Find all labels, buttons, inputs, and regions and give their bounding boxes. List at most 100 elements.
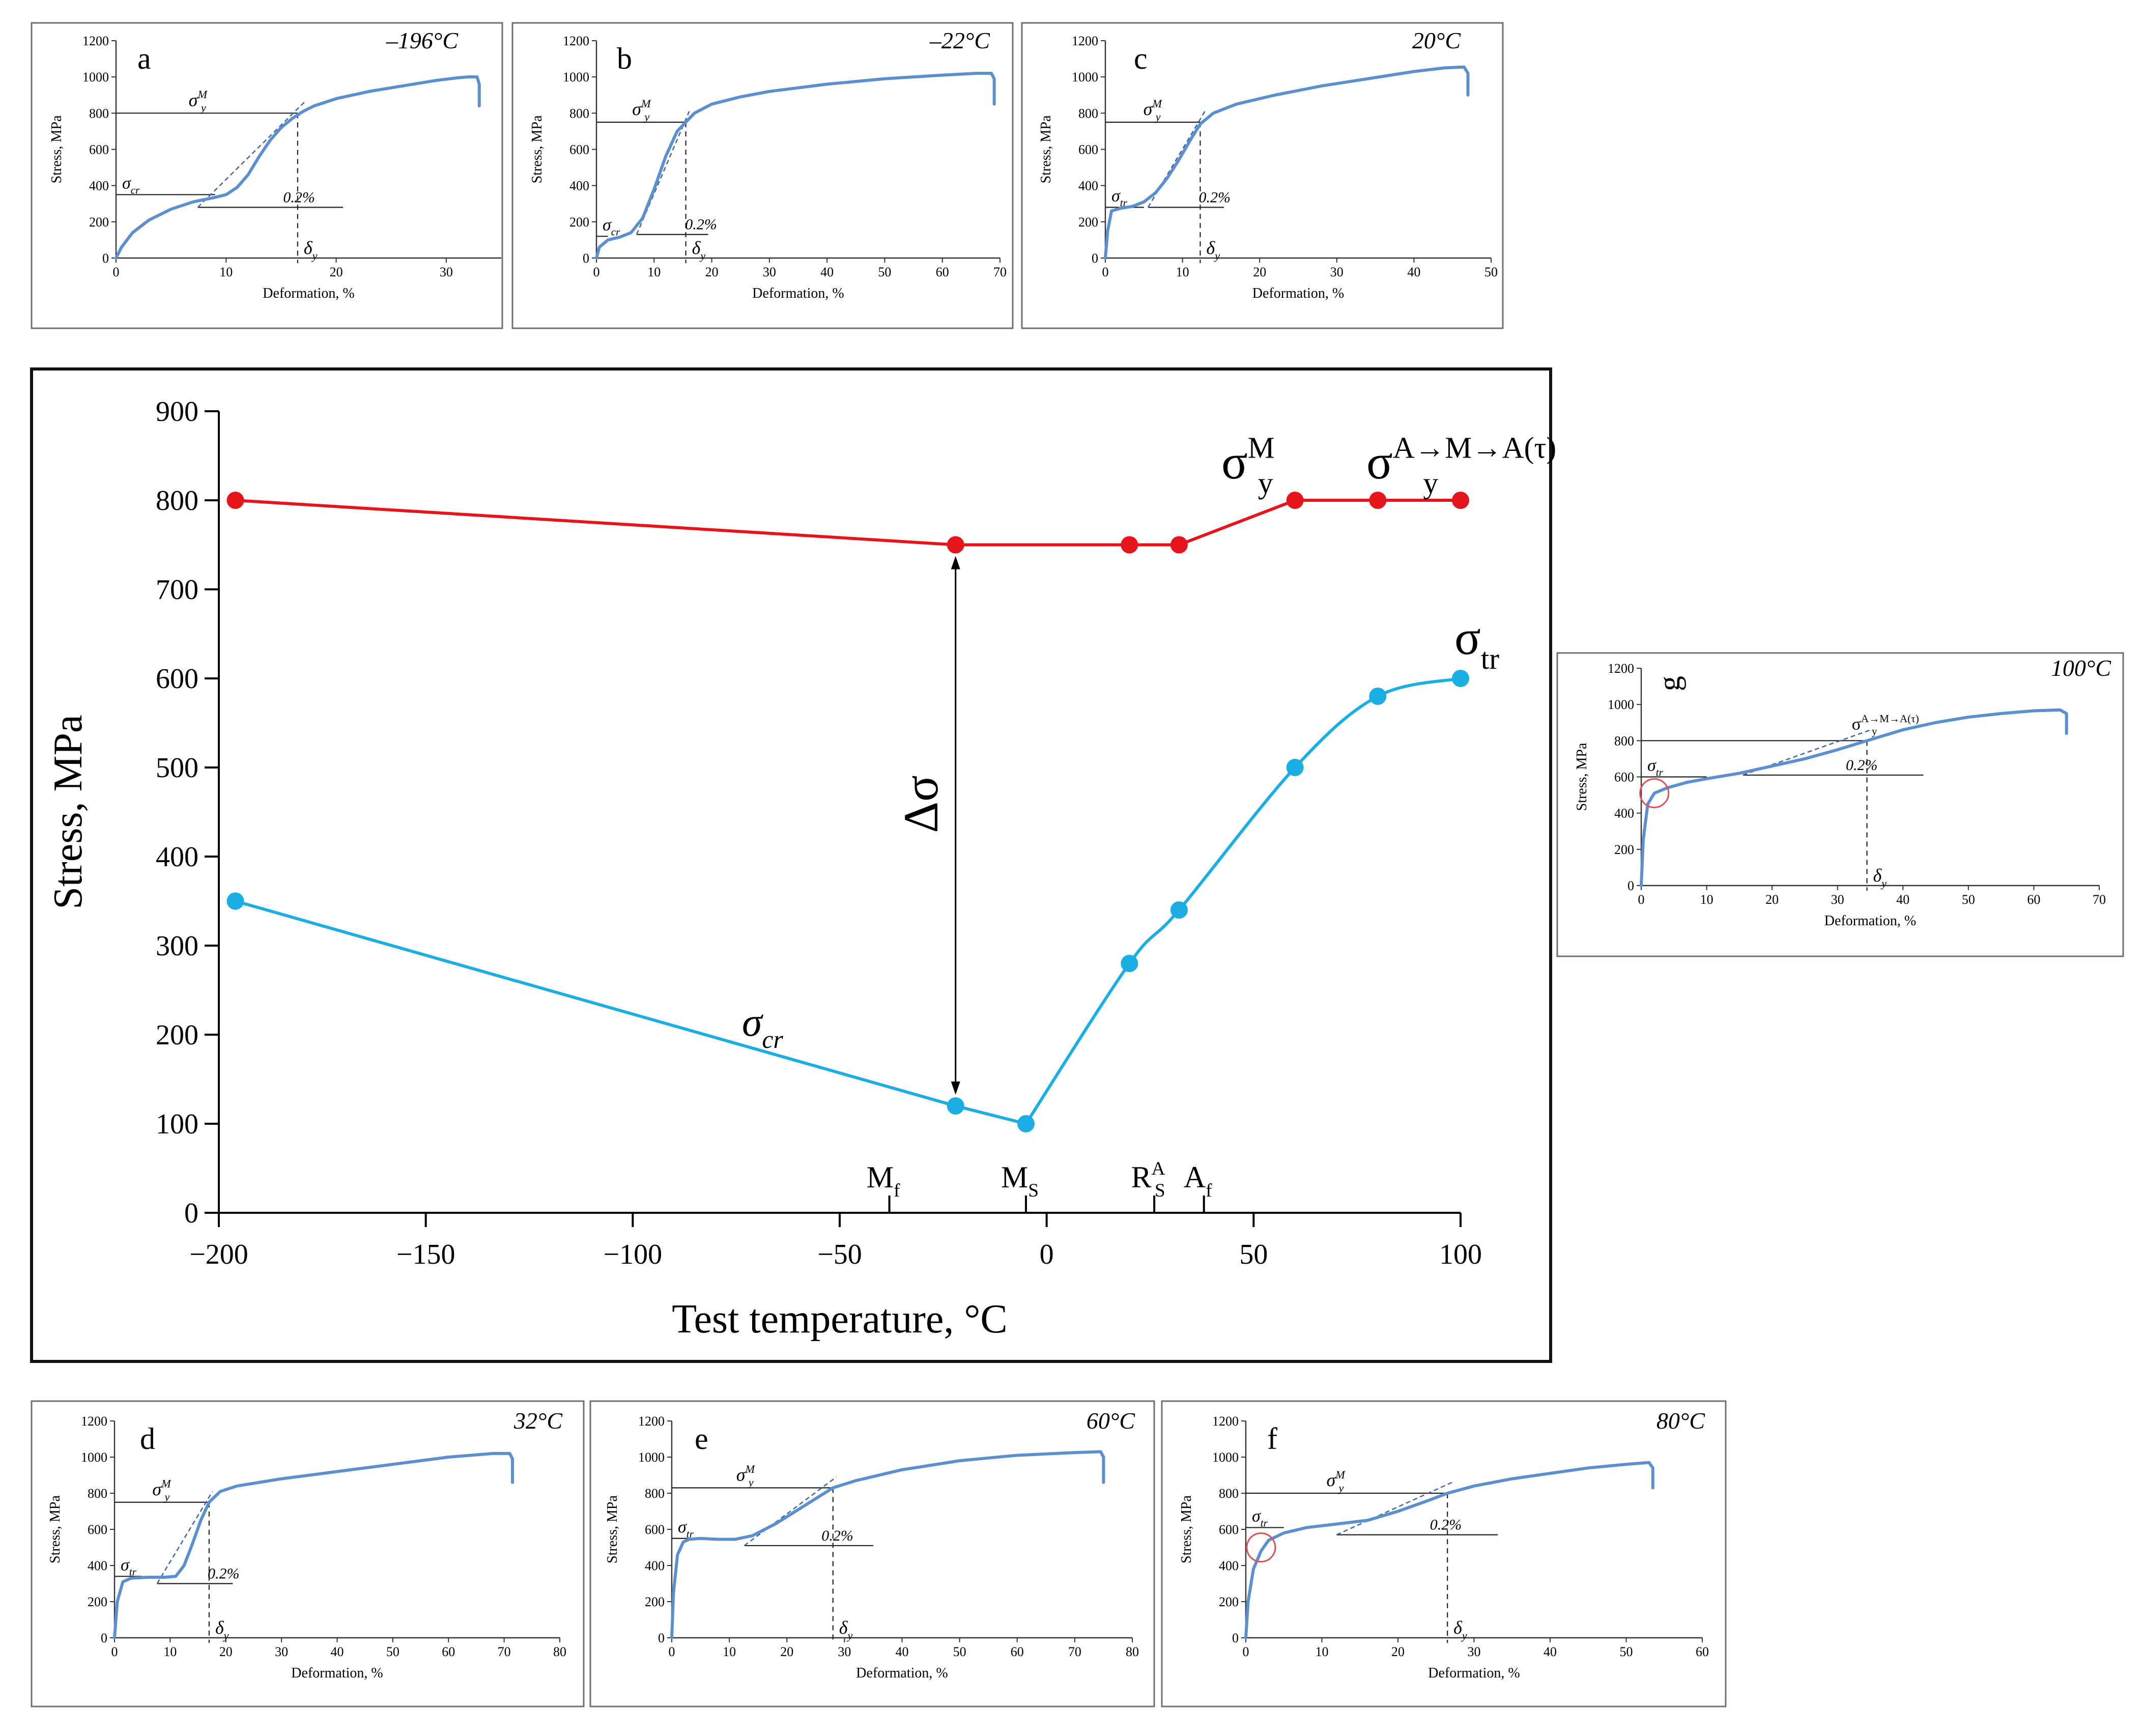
panel-x-axis-title: Deformation, % [291, 1665, 383, 1681]
main-y-axis-title: Stress, MPa [46, 715, 91, 909]
panel-y-tick-label: 600 [89, 143, 109, 157]
panel-y-tick-label: 200 [1614, 842, 1634, 857]
transformation-marker-label: Mf [867, 1160, 900, 1201]
data-point-sigma-y [1121, 536, 1138, 554]
panel-x-tick-label: 50 [878, 265, 891, 279]
main-x-axis-title: Test temperature, °C [672, 1297, 1008, 1342]
delta-sigma-arrowhead-bottom [951, 1082, 960, 1095]
panel-x-axis-title: Deformation, % [752, 286, 844, 301]
panel-y-tick-label: 1200 [82, 34, 109, 48]
panel-x-tick-label: 0 [1638, 892, 1645, 907]
panel-x-tick-label: 0 [593, 265, 600, 279]
panel-x-tick-label: 60 [2027, 892, 2040, 907]
panel-y-tick-label: 400 [1078, 179, 1098, 193]
panel-temperature: 20°C [1412, 27, 1461, 53]
panel-x-tick-label: 70 [2093, 892, 2106, 907]
panel-y-tick-label: 1200 [81, 1414, 107, 1429]
panel-y-tick-label: 800 [88, 1486, 107, 1501]
panel-y-axis-title: Stress, MPa [1574, 743, 1590, 811]
panel-x-tick-label: 10 [723, 1644, 736, 1659]
main-y-tick-label: 100 [156, 1108, 198, 1140]
panel-x-axis-title: Deformation, % [1824, 913, 1916, 929]
main-y-tick-label: 600 [156, 663, 198, 695]
main-y-tick-label: 900 [156, 396, 198, 428]
sigma-cr-label: σcr [742, 1000, 783, 1054]
panel-y-tick-label: 200 [569, 215, 589, 230]
delta-y-label: δy [1873, 865, 1887, 890]
panel-d: 0 200 400 600 800 1000 1200 0 10 20 30 40 50 60 70 80 De… [47, 1408, 566, 1681]
panel-y-tick-label: 200 [88, 1595, 107, 1609]
delta-y-label: δy [692, 238, 706, 262]
panel-f: 0 200 400 600 800 1000 1200 0 10 20 30 40 50 60 Deform… [1179, 1408, 1709, 1681]
panel-x-tick-label: 50 [1484, 265, 1498, 279]
panel-y-tick-label: 600 [1219, 1522, 1239, 1537]
panel-x-tick-label: 40 [1544, 1644, 1557, 1659]
panel-label: f [1267, 1422, 1277, 1456]
panel-x-tick-label: 10 [1316, 1644, 1329, 1659]
offset-label: 0.2% [685, 216, 717, 233]
panel-y-tick-label: 1000 [1608, 697, 1634, 712]
panel-y-axis-title: Stress, MPa [605, 1495, 620, 1563]
sigma-low-label: σtr [678, 1518, 694, 1540]
delta-sigma-arrowhead-top [951, 556, 960, 570]
panel-y-tick-label: 1000 [638, 1450, 665, 1465]
panel-x-tick-label: 30 [1831, 892, 1844, 907]
panel-y-tick-label: 400 [645, 1558, 665, 1573]
panel-x-tick-label: 0 [1102, 265, 1109, 279]
panel-x-tick-label: 20 [330, 265, 343, 279]
panel-x-tick-label: 20 [780, 1644, 793, 1659]
panel-label: c [1134, 42, 1148, 75]
sigma-y-AMA-label: σA→M→A(τ) y [1366, 431, 1556, 500]
data-point-sigma-cr-tr [1452, 670, 1469, 687]
offset-label: 0.2% [1198, 189, 1231, 206]
transformation-marker-label: RA S [1131, 1158, 1165, 1201]
sigma-low-label: σcr [122, 174, 140, 196]
sigma-y-label: σA→M→A(τ) y [1852, 713, 1919, 737]
panel-x-tick-label: 70 [498, 1644, 511, 1659]
panel-x-tick-label: 60 [936, 265, 949, 279]
offset-label: 0.2% [1430, 1517, 1462, 1533]
panel-x-tick-label: 0 [669, 1644, 675, 1659]
offset-label: 0.2% [283, 189, 315, 206]
panel-y-tick-label: 1200 [563, 34, 589, 48]
panel-y-tick-label: 200 [1078, 215, 1098, 230]
sigma-tr-label: σtr [1454, 610, 1499, 675]
panel-x-tick-label: 70 [993, 265, 1007, 279]
panel-x-tick-label: 0 [1243, 1644, 1249, 1659]
panel-y-tick-label: 600 [645, 1522, 665, 1537]
panel-y-tick-label: 400 [1219, 1558, 1239, 1573]
panel-label: g [1652, 676, 1686, 691]
panel-y-tick-label: 800 [1614, 733, 1634, 748]
sigma-low-label: σtr [121, 1555, 137, 1578]
panel-y-tick-label: 1000 [1072, 70, 1098, 84]
panel-y-tick-label: 0 [583, 251, 589, 266]
panel-x-tick-label: 80 [1126, 1644, 1139, 1659]
panel-y-tick-label: 800 [89, 106, 109, 121]
main-y-tick-label: 0 [184, 1198, 198, 1229]
delta-y-label: δy [304, 238, 318, 262]
panel-label: b [617, 42, 632, 75]
delta-y-label: δy [839, 1617, 853, 1642]
panel-y-tick-label: 400 [1614, 806, 1634, 821]
main-x-tick-label: −150 [396, 1239, 455, 1270]
panel-y-tick-label: 1000 [1212, 1450, 1239, 1465]
panel-temperature: –196°C [386, 27, 459, 53]
panel-e: 0 200 400 600 800 1000 1200 0 10 20 30 40 50 60 70 80 De… [605, 1408, 1139, 1681]
panel-x-tick-label: 60 [442, 1644, 455, 1659]
panel-a-frame [31, 22, 503, 329]
panel-c: 0 200 400 600 800 1000 1200 0 10 20 30 40 50 Deformat… [1038, 27, 1498, 301]
panel-x-tick-label: 80 [553, 1644, 566, 1659]
sigma-y-M-label: σM y [1221, 431, 1275, 500]
stress-strain-curve [1244, 1461, 1654, 1639]
panel-y-tick-label: 0 [102, 251, 109, 266]
panel-x-tick-label: 30 [1468, 1644, 1481, 1659]
panel-temperature: 60°C [1087, 1408, 1135, 1434]
panel-x-tick-label: 30 [763, 265, 776, 279]
panel-y-tick-label: 1200 [1212, 1414, 1239, 1429]
panel-x-tick-label: 10 [163, 1644, 177, 1659]
panel-y-tick-label: 600 [569, 143, 589, 157]
main-x-tick-label: 50 [1239, 1239, 1268, 1270]
main-x-tick-label: 100 [1439, 1239, 1482, 1270]
main-x-tick-label: −200 [189, 1239, 248, 1270]
